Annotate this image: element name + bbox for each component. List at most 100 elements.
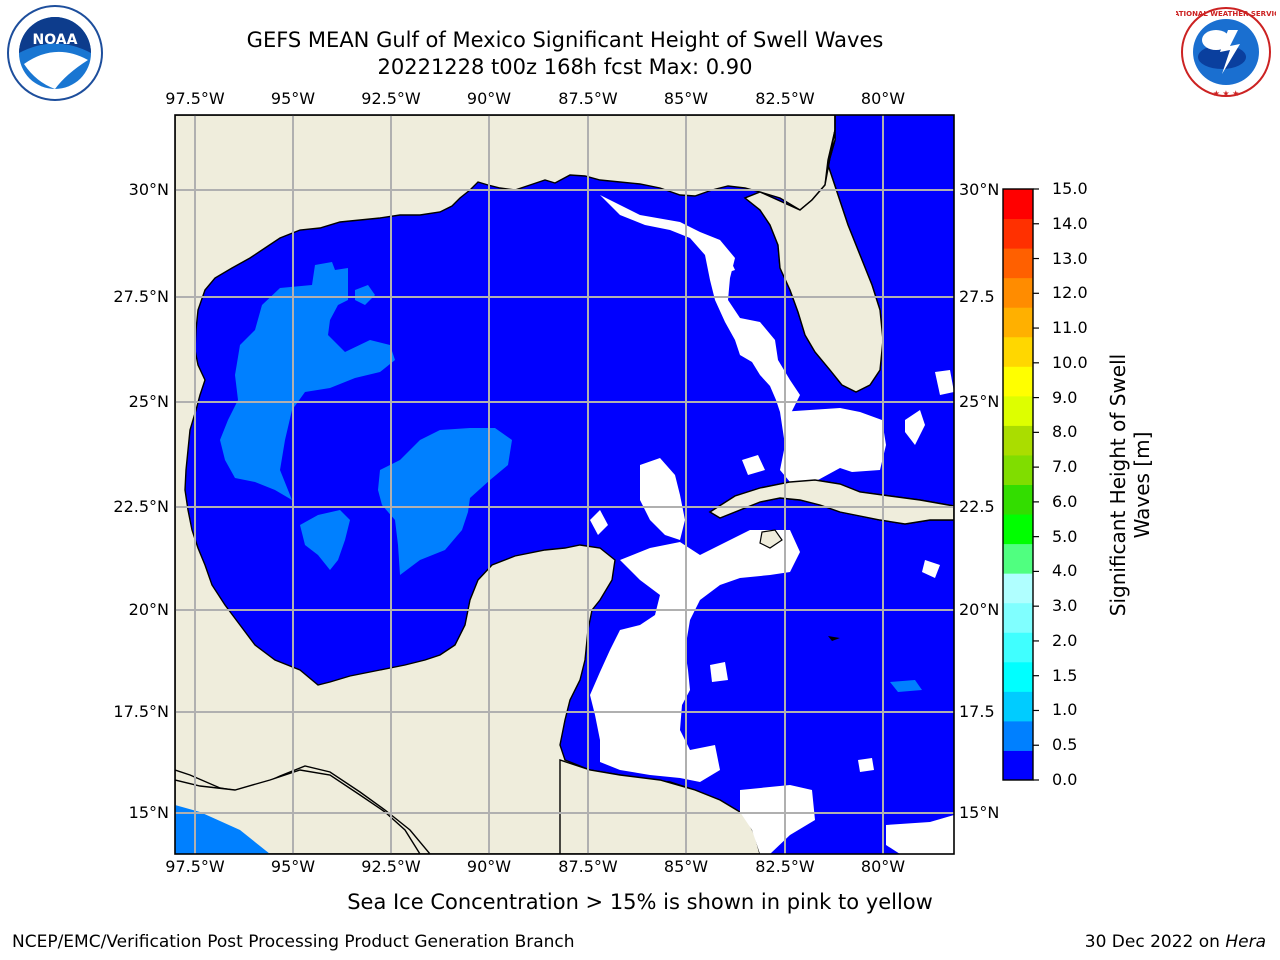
tick-label: 22.5°N xyxy=(113,497,169,516)
nodata-region-8 xyxy=(742,455,765,475)
tick-label: 11.0 xyxy=(1052,318,1088,338)
nws-logo: NATIONAL WEATHER SERVICE ★ ★ ★ xyxy=(1176,7,1276,98)
swell-region-3 xyxy=(300,510,350,570)
tick-label: 20°N xyxy=(959,600,1000,619)
tick-label: 85°W xyxy=(663,857,709,876)
tick-label: 82.5°W xyxy=(755,857,815,876)
tick-label: 2.0 xyxy=(1052,630,1078,650)
tick-label: 14.0 xyxy=(1052,213,1088,233)
colorbar-swatch xyxy=(1003,573,1033,604)
sea-ice-note: Sea Ice Concentration > 15% is shown in … xyxy=(347,890,933,914)
tick-label: 25°N xyxy=(128,392,169,411)
tick-label: 92.5°W xyxy=(361,857,421,876)
colorbar xyxy=(1002,188,1039,781)
nodata-region-9 xyxy=(590,510,608,535)
nodata-region-7 xyxy=(710,255,735,275)
colorbar-swatch xyxy=(1003,691,1033,722)
tick-label: 90°W xyxy=(466,89,512,108)
isle-of-youth xyxy=(759,529,783,549)
chart-subtitle: 20221228 t00z 168h fcst Max: 0.90 xyxy=(377,55,753,79)
svg-text:★ ★ ★: ★ ★ ★ xyxy=(1213,89,1240,98)
map-frame xyxy=(174,114,955,855)
colorbar-swatch xyxy=(1003,189,1033,220)
tick-label: 25°N xyxy=(959,392,1000,411)
colorbar-swatch xyxy=(1003,218,1033,249)
tick-label: 12.0 xyxy=(1052,283,1088,303)
tick-label: 97.5°W xyxy=(165,857,225,876)
colorbar-swatch xyxy=(1003,514,1033,545)
swell-region-2 xyxy=(378,428,512,575)
chart-title: GEFS MEAN Gulf of Mexico Significant Hei… xyxy=(246,28,884,52)
tick-label: 97.5°W xyxy=(165,89,225,108)
nodata-region-6 xyxy=(886,815,954,854)
tick-label: 3.0 xyxy=(1052,596,1078,616)
colorbar-swatch xyxy=(1003,307,1033,338)
colorbar-swatch xyxy=(1003,602,1033,633)
tick-label: 30°N xyxy=(959,180,1000,199)
tick-label: 4.0 xyxy=(1052,561,1078,581)
nodata-region-3 xyxy=(640,458,685,540)
colorbar-swatch xyxy=(1003,661,1033,692)
colorbar-swatch xyxy=(1003,366,1033,397)
noaa-logo-text: NOAA xyxy=(33,32,78,48)
tick-label: 87.5°W xyxy=(558,89,618,108)
tick-label: 92.5°W xyxy=(361,89,421,108)
tick-label: 15°N xyxy=(959,803,1000,822)
footer-date-text: 30 Dec 2022 on xyxy=(1084,932,1226,952)
tick-label: 6.0 xyxy=(1052,491,1078,511)
tick-label: 9.0 xyxy=(1052,387,1078,407)
nodata-region-2 xyxy=(780,408,886,482)
tick-label: 15.0 xyxy=(1052,179,1088,198)
cayman-island xyxy=(828,636,840,641)
footer-credit: NCEP/EMC/Verification Post Processing Pr… xyxy=(12,932,575,952)
map-area xyxy=(175,115,954,854)
colorbar-swatch xyxy=(1003,750,1033,781)
tick-label: 10.0 xyxy=(1052,352,1088,372)
tick-label: 80°W xyxy=(860,857,906,876)
nodata-region-13 xyxy=(858,758,874,772)
tick-label: 90°W xyxy=(466,857,512,876)
tick-label: 5.0 xyxy=(1052,526,1078,546)
nodata-region-14 xyxy=(710,662,728,682)
tick-label: 27.5 xyxy=(959,287,995,306)
land-cuba-top xyxy=(708,479,954,525)
tick-label: 95°W xyxy=(270,857,316,876)
colorbar-swatch xyxy=(1003,336,1033,367)
tick-label: 17.5°N xyxy=(113,702,169,721)
tick-label: 87.5°W xyxy=(558,857,618,876)
swell-region-4 xyxy=(355,285,375,305)
nodata-region-4 xyxy=(590,530,800,782)
tick-label: 0.0 xyxy=(1052,770,1078,789)
tick-label: 22.5 xyxy=(959,497,995,516)
tick-label: 80°W xyxy=(860,89,906,108)
tick-label: 17.5 xyxy=(959,702,995,721)
tick-label: 82.5°W xyxy=(755,89,815,108)
colorbar-swatch xyxy=(1003,543,1033,574)
colorbar-swatch xyxy=(1003,395,1033,426)
tick-label: 0.5 xyxy=(1052,735,1078,755)
footer-date: 30 Dec 2022 on Hera xyxy=(1085,932,1266,952)
colorbar-frame xyxy=(1002,188,1034,781)
tick-label: 27.5°N xyxy=(113,287,169,306)
tick-label: 30°N xyxy=(128,180,169,199)
tick-label: 85°W xyxy=(663,89,709,108)
swell-region-6 xyxy=(890,680,922,692)
footer-host: Hera xyxy=(1225,932,1266,952)
nodata-region-1 xyxy=(600,195,800,415)
colorbar-swatch xyxy=(1003,277,1033,308)
colorbar-title: Significant Height of Swell Waves [m] xyxy=(1106,353,1154,617)
noaa-logo: NOAA xyxy=(7,5,103,101)
nodata-region-12 xyxy=(922,560,940,578)
tick-label: 1.0 xyxy=(1052,700,1078,720)
nodata-region-10 xyxy=(905,410,925,445)
nws-logo-text: NATIONAL WEATHER SERVICE xyxy=(1176,10,1276,18)
colorbar-swatch xyxy=(1003,425,1033,456)
land-florida-top xyxy=(743,115,884,393)
tick-label: 20°N xyxy=(128,600,169,619)
colorbar-swatch xyxy=(1003,248,1033,279)
tick-label: 1.5 xyxy=(1052,665,1078,685)
tick-label: 8.0 xyxy=(1052,422,1078,442)
colorbar-swatch xyxy=(1003,632,1033,663)
colorbar-swatch xyxy=(1003,720,1033,751)
